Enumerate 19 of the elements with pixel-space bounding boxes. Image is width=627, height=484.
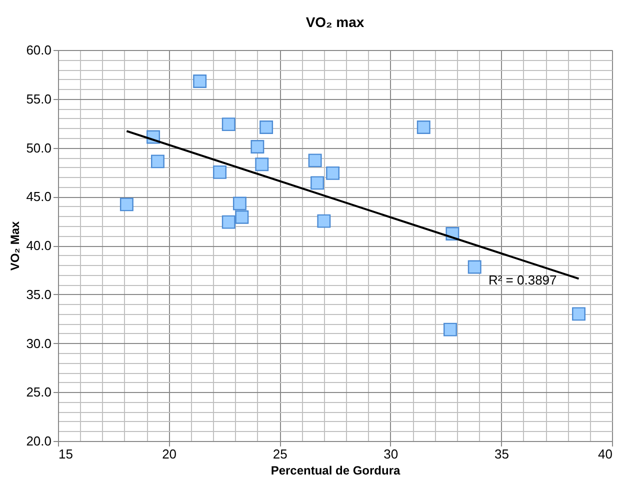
x-tick-label: 25 <box>272 446 288 462</box>
x-tick-label: 15 <box>58 446 73 462</box>
y-tick-label: 60.0 <box>26 42 52 58</box>
annotation: R² = 0.3897 <box>488 272 557 288</box>
y-tick-label: 35.0 <box>26 286 52 302</box>
x-axis-title: Percentual de Gordura <box>270 464 401 478</box>
x-tick-label: 20 <box>162 446 177 462</box>
y-tick-label: 55.0 <box>26 91 52 106</box>
x-tick-label: 40 <box>598 446 612 462</box>
y-axis-title: VO₂ Max <box>8 221 22 271</box>
y-tick-label: 30.0 <box>26 336 52 351</box>
y-tick-label: 25.0 <box>26 384 52 400</box>
y-tick-label: 50.0 <box>26 140 52 156</box>
y-tick-label: 20.0 <box>26 434 52 448</box>
y-tick-label: 40.0 <box>26 238 52 253</box>
y-tick-label: 45.0 <box>26 189 52 204</box>
chart-title: VO₂ max <box>306 14 364 30</box>
x-tick-label: 35 <box>494 446 509 462</box>
x-tick-label: 30 <box>384 446 398 462</box>
